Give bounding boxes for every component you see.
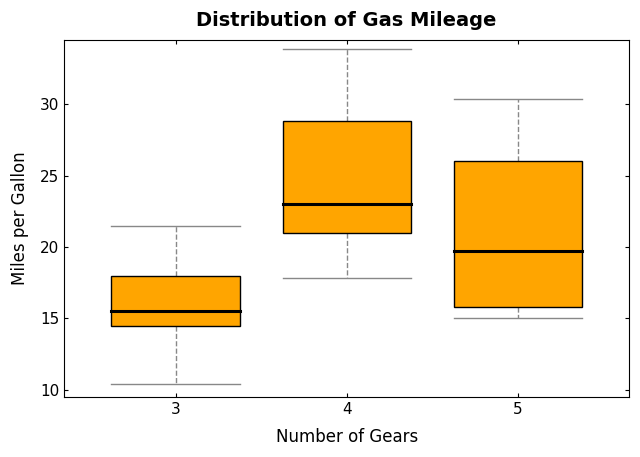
Bar <box>454 161 582 307</box>
Bar <box>111 276 240 325</box>
Y-axis label: Miles per Gallon: Miles per Gallon <box>11 152 29 285</box>
X-axis label: Number of Gears: Number of Gears <box>276 428 418 446</box>
Title: Distribution of Gas Mileage: Distribution of Gas Mileage <box>196 11 497 30</box>
Bar <box>282 121 411 233</box>
